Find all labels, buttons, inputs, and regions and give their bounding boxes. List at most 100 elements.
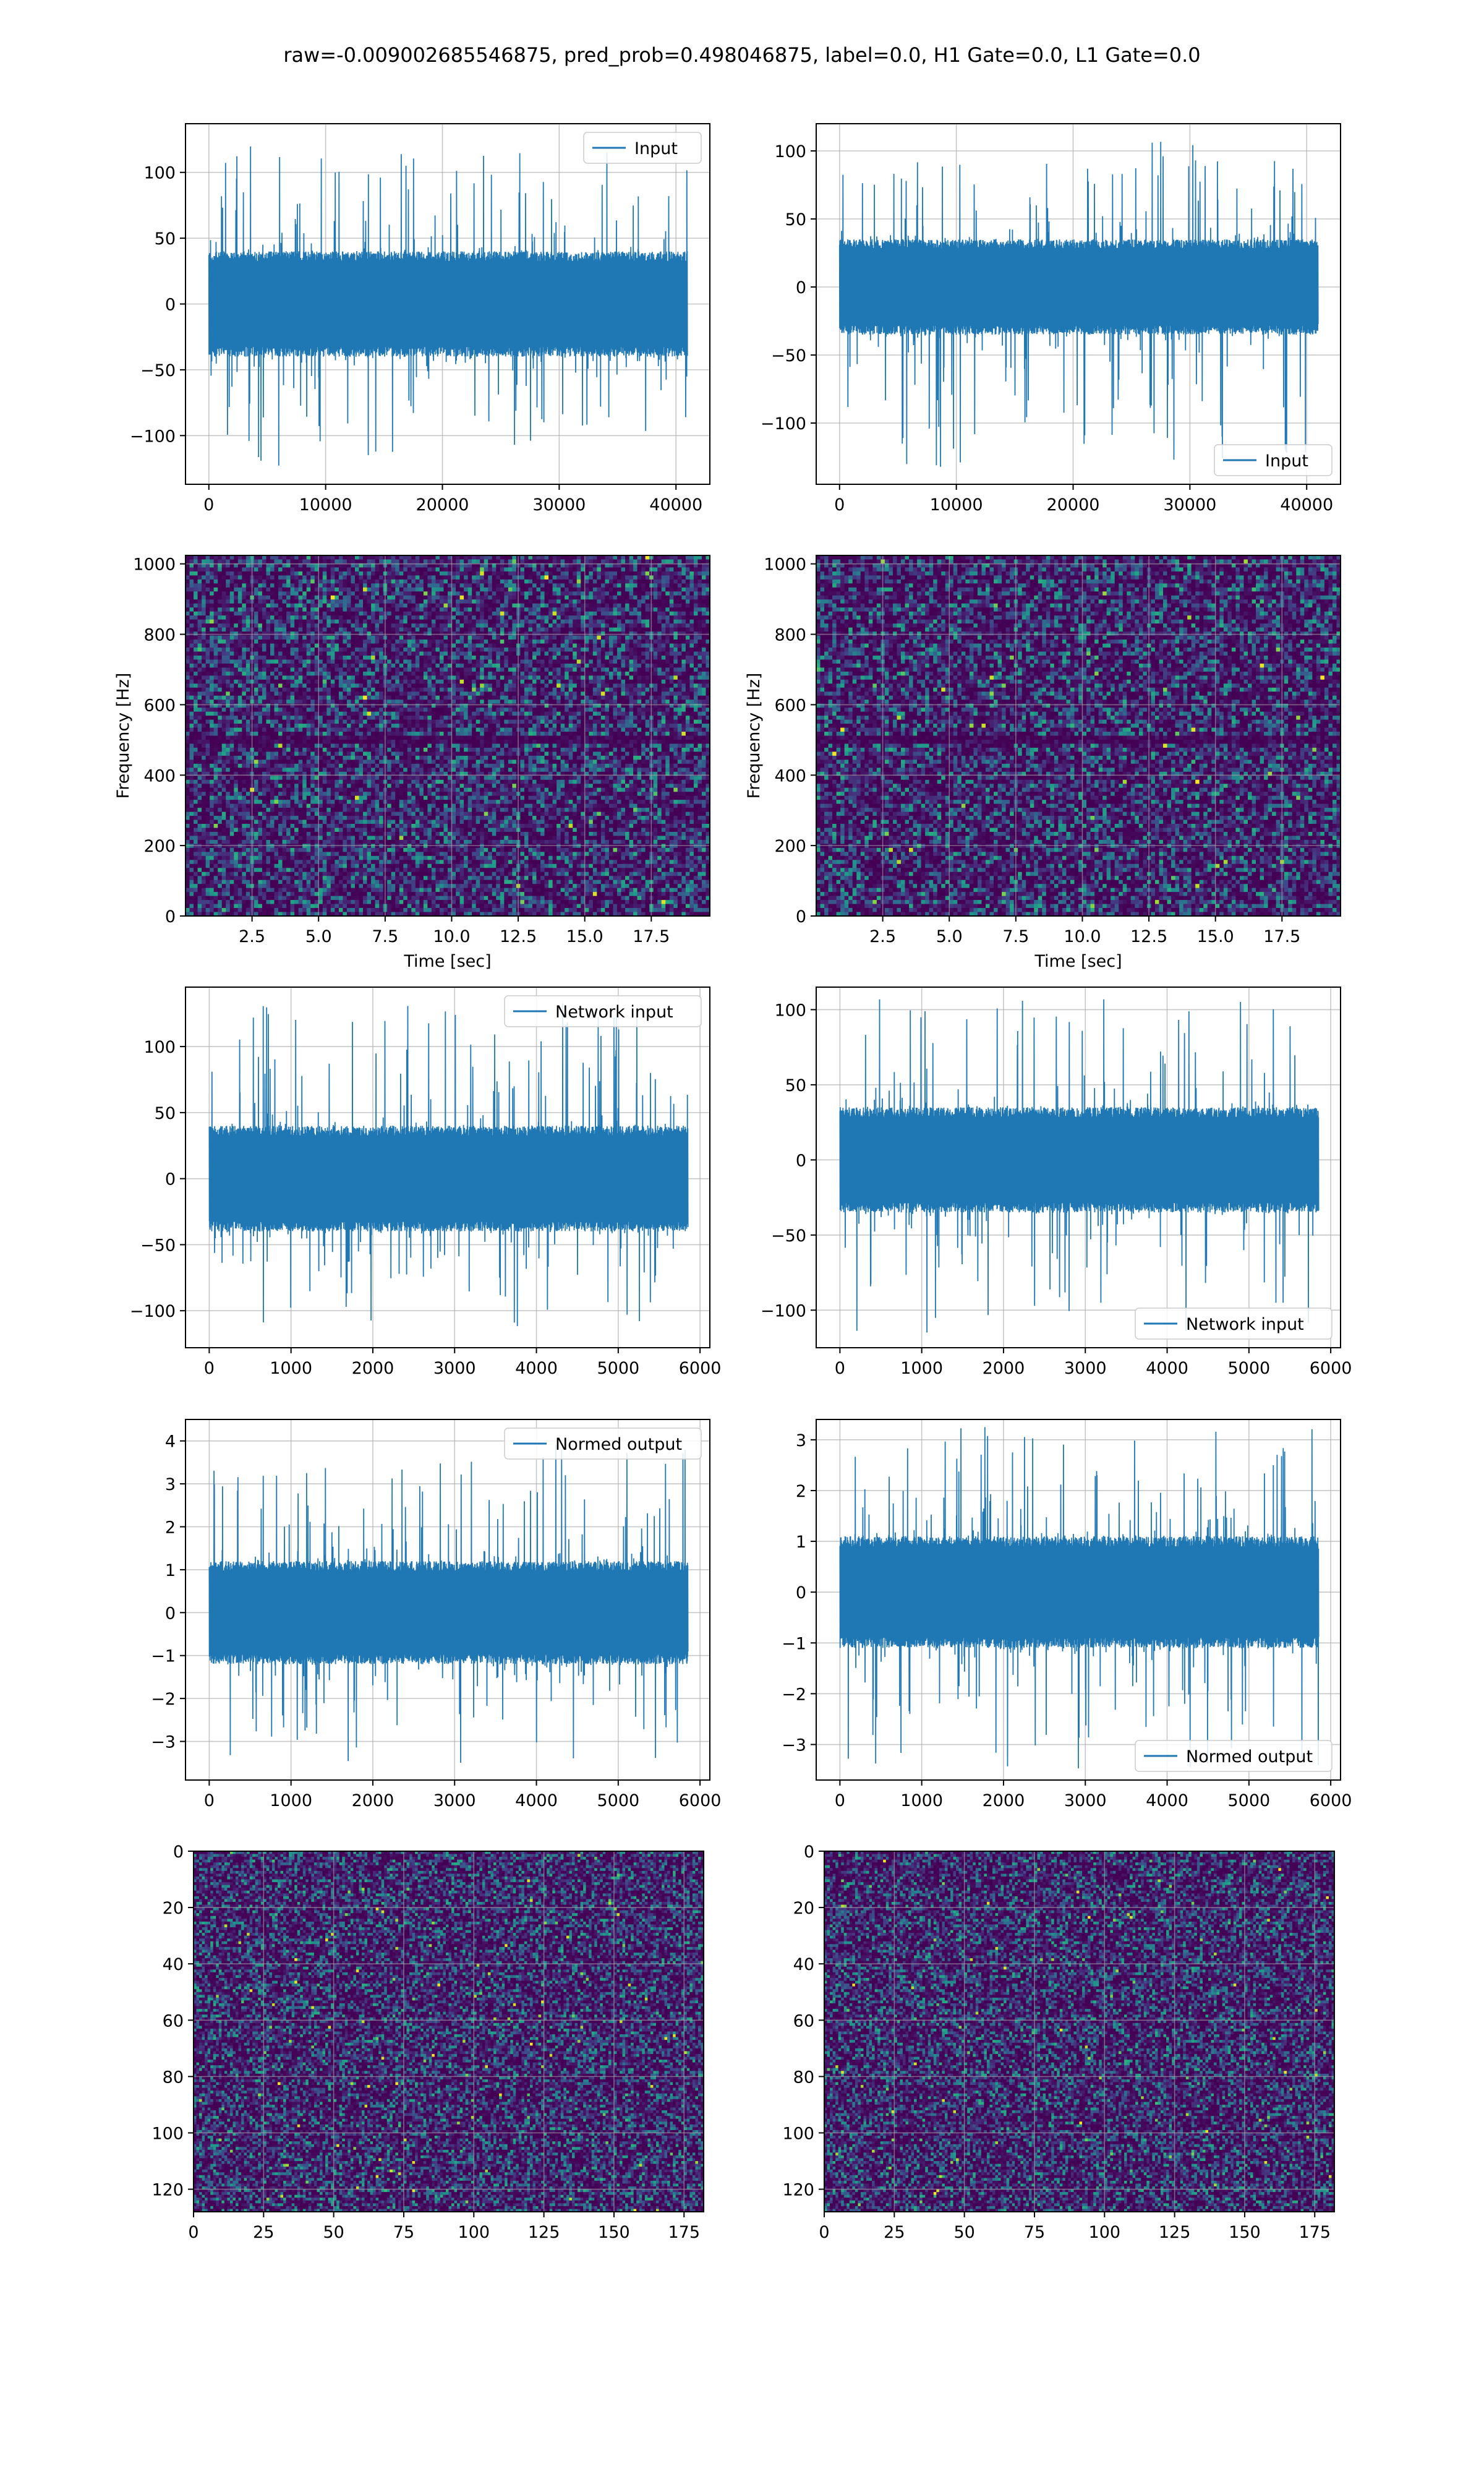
heatmap-cell xyxy=(545,672,549,676)
heatmap-cell xyxy=(367,651,372,656)
heatmap-cell xyxy=(577,664,581,668)
heatmap-cell xyxy=(310,588,315,592)
heatmap-cell xyxy=(573,648,577,652)
heatmap-cell xyxy=(496,623,500,628)
heatmap-cell xyxy=(545,691,549,696)
heatmap-cell xyxy=(609,648,613,652)
heatmap-cell xyxy=(472,588,476,592)
heatmap-cell xyxy=(202,623,206,628)
heatmap-cell xyxy=(665,571,670,576)
heatmap-cell xyxy=(375,664,380,668)
heatmap-cell xyxy=(512,651,516,656)
heatmap-cell xyxy=(577,648,581,652)
heatmap-cell xyxy=(427,555,432,560)
heatmap-cell xyxy=(673,620,678,624)
heatmap-cell xyxy=(589,651,593,656)
heatmap-cell xyxy=(210,691,214,696)
heatmap-cell xyxy=(601,575,605,580)
heatmap-cell xyxy=(387,664,391,668)
heatmap-cell xyxy=(294,631,299,636)
heatmap-cell xyxy=(597,623,601,628)
heatmap-cell xyxy=(214,620,218,624)
heatmap-cell xyxy=(326,620,331,624)
heatmap-cell xyxy=(299,607,303,612)
heatmap-cell xyxy=(379,575,383,580)
heatmap-cell xyxy=(266,683,270,688)
heatmap-cell xyxy=(270,675,275,680)
heatmap-cell xyxy=(633,628,638,632)
heatmap-cell xyxy=(654,640,658,644)
heatmap-cell xyxy=(399,667,404,672)
heatmap-cell xyxy=(391,631,396,636)
heatmap-cell xyxy=(359,680,363,684)
heatmap-cell xyxy=(508,580,513,584)
heatmap-cell xyxy=(291,588,295,592)
heatmap-cell xyxy=(206,575,210,580)
heatmap-cell xyxy=(416,631,420,636)
heatmap-cell xyxy=(532,648,537,652)
heatmap-cell xyxy=(270,571,275,576)
heatmap-cell xyxy=(270,651,275,656)
heatmap-cell xyxy=(488,675,492,680)
heatmap-cell xyxy=(625,628,629,632)
heatmap-cell xyxy=(520,672,524,676)
heatmap-cell xyxy=(307,664,311,668)
heatmap-cell xyxy=(545,555,549,560)
heatmap-cell xyxy=(210,688,214,692)
heatmap-cell xyxy=(697,607,702,612)
heatmap-cell xyxy=(440,656,444,660)
heatmap-cell xyxy=(504,623,508,628)
heatmap-cell xyxy=(258,575,262,580)
heatmap-cell xyxy=(553,571,557,576)
heatmap-cell xyxy=(411,640,416,644)
heatmap-cell xyxy=(371,615,375,620)
heatmap-cell xyxy=(238,583,242,588)
heatmap-cell xyxy=(375,648,380,652)
heatmap-cell xyxy=(694,596,698,600)
heatmap-cell xyxy=(294,559,299,563)
heatmap-cell xyxy=(427,607,432,612)
heatmap-cell xyxy=(641,667,646,672)
heatmap-cell xyxy=(593,667,597,672)
heatmap-cell xyxy=(629,555,634,560)
heatmap-cell xyxy=(254,567,258,571)
heatmap-cell xyxy=(403,664,407,668)
heatmap-cell xyxy=(254,644,258,648)
heatmap-cell xyxy=(206,656,210,660)
heatmap-cell xyxy=(403,700,407,704)
heatmap-cell xyxy=(202,571,206,576)
heatmap-cell xyxy=(331,631,335,636)
heatmap-cell xyxy=(686,571,690,576)
heatmap-cell xyxy=(654,575,658,580)
heatmap-cell xyxy=(355,672,359,676)
heatmap-cell xyxy=(524,607,529,612)
heatmap-cell xyxy=(299,599,303,604)
heatmap-cell xyxy=(278,648,283,652)
heatmap-cell xyxy=(665,644,670,648)
heatmap-cell xyxy=(500,683,505,688)
heatmap-cell xyxy=(395,636,399,640)
heatmap-cell xyxy=(375,604,380,608)
heatmap-cell xyxy=(355,580,359,584)
heatmap-cell xyxy=(593,688,597,692)
heatmap-cell xyxy=(299,683,303,688)
heatmap-cell xyxy=(597,672,601,676)
heatmap-cell xyxy=(432,607,436,612)
heatmap-cell xyxy=(419,688,424,692)
heatmap-cell xyxy=(411,680,416,684)
heatmap-cell xyxy=(210,648,214,652)
heatmap-cell xyxy=(702,628,706,632)
heatmap-cell xyxy=(464,640,468,644)
heatmap-cell xyxy=(343,596,347,600)
heatmap-cell xyxy=(633,620,638,624)
heatmap-cell xyxy=(565,648,569,652)
heatmap-cell xyxy=(347,644,351,648)
heatmap-cell xyxy=(476,559,480,563)
heatmap-cell xyxy=(379,696,383,700)
heatmap-cell xyxy=(339,607,343,612)
heatmap-cell xyxy=(569,659,573,664)
heatmap-cell xyxy=(662,675,666,680)
heatmap-cell xyxy=(416,588,420,592)
heatmap-cell xyxy=(238,571,242,576)
heatmap-cell xyxy=(403,615,407,620)
